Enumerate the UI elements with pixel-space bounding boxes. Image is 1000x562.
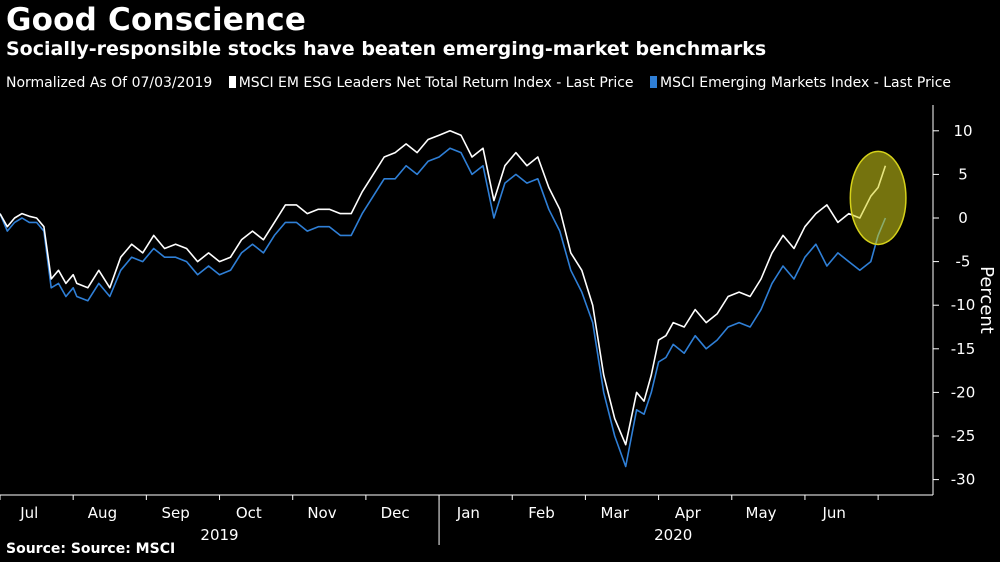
legend-label-esg: MSCI EM ESG Leaders Net Total Return Ind…: [238, 75, 634, 91]
legend-normalized-label: Normalized As Of 07/03/2019: [6, 75, 213, 91]
legend-item-esg: MSCI EM ESG Leaders Net Total Return Ind…: [228, 75, 634, 91]
highlight-ellipse: [849, 150, 907, 246]
x-tick-label: Dec: [381, 504, 410, 522]
y-tick-label: -5: [956, 253, 971, 271]
y-axis-label: Percent: [976, 266, 997, 334]
year-label: 2020: [654, 526, 692, 544]
y-tick-label: -10: [951, 296, 976, 314]
legend-swatch-em: [649, 76, 657, 88]
x-tick-label: Nov: [307, 504, 336, 522]
y-tick-label: -15: [951, 340, 976, 358]
legend: Normalized As Of 07/03/2019 MSCI EM ESG …: [6, 75, 951, 91]
legend-swatch-esg: [228, 76, 236, 88]
legend-label-em: MSCI Emerging Markets Index - Last Price: [659, 75, 952, 91]
x-tick-label: Mar: [601, 504, 630, 522]
x-tick-label: Oct: [236, 504, 262, 522]
chart-subtitle: Socially-responsible stocks have beaten …: [6, 38, 767, 60]
x-tick-label: Apr: [675, 504, 702, 522]
year-label: 2019: [200, 526, 238, 544]
x-tick-label: May: [746, 504, 777, 522]
y-tick-label: 5: [958, 165, 968, 183]
x-tick-label: Jan: [456, 504, 480, 522]
y-tick-label: -25: [951, 427, 976, 445]
x-tick-label: Feb: [528, 504, 555, 522]
x-tick-label: Aug: [88, 504, 117, 522]
y-tick-label: 0: [958, 209, 968, 227]
y-tick-label: -30: [951, 471, 976, 489]
series-line-em: [0, 147, 887, 468]
chart-title: Good Conscience: [6, 2, 307, 38]
x-tick-label: Jul: [19, 504, 38, 522]
y-tick-label: -20: [951, 383, 976, 401]
source-note: Source: Source: MSCI: [6, 541, 176, 557]
x-tick-label: Sep: [161, 504, 189, 522]
legend-item-em: MSCI Emerging Markets Index - Last Price: [649, 75, 952, 91]
x-tick-label: Jun: [821, 504, 845, 522]
y-tick-label: 10: [953, 122, 972, 140]
series-line-esg: [0, 130, 887, 446]
